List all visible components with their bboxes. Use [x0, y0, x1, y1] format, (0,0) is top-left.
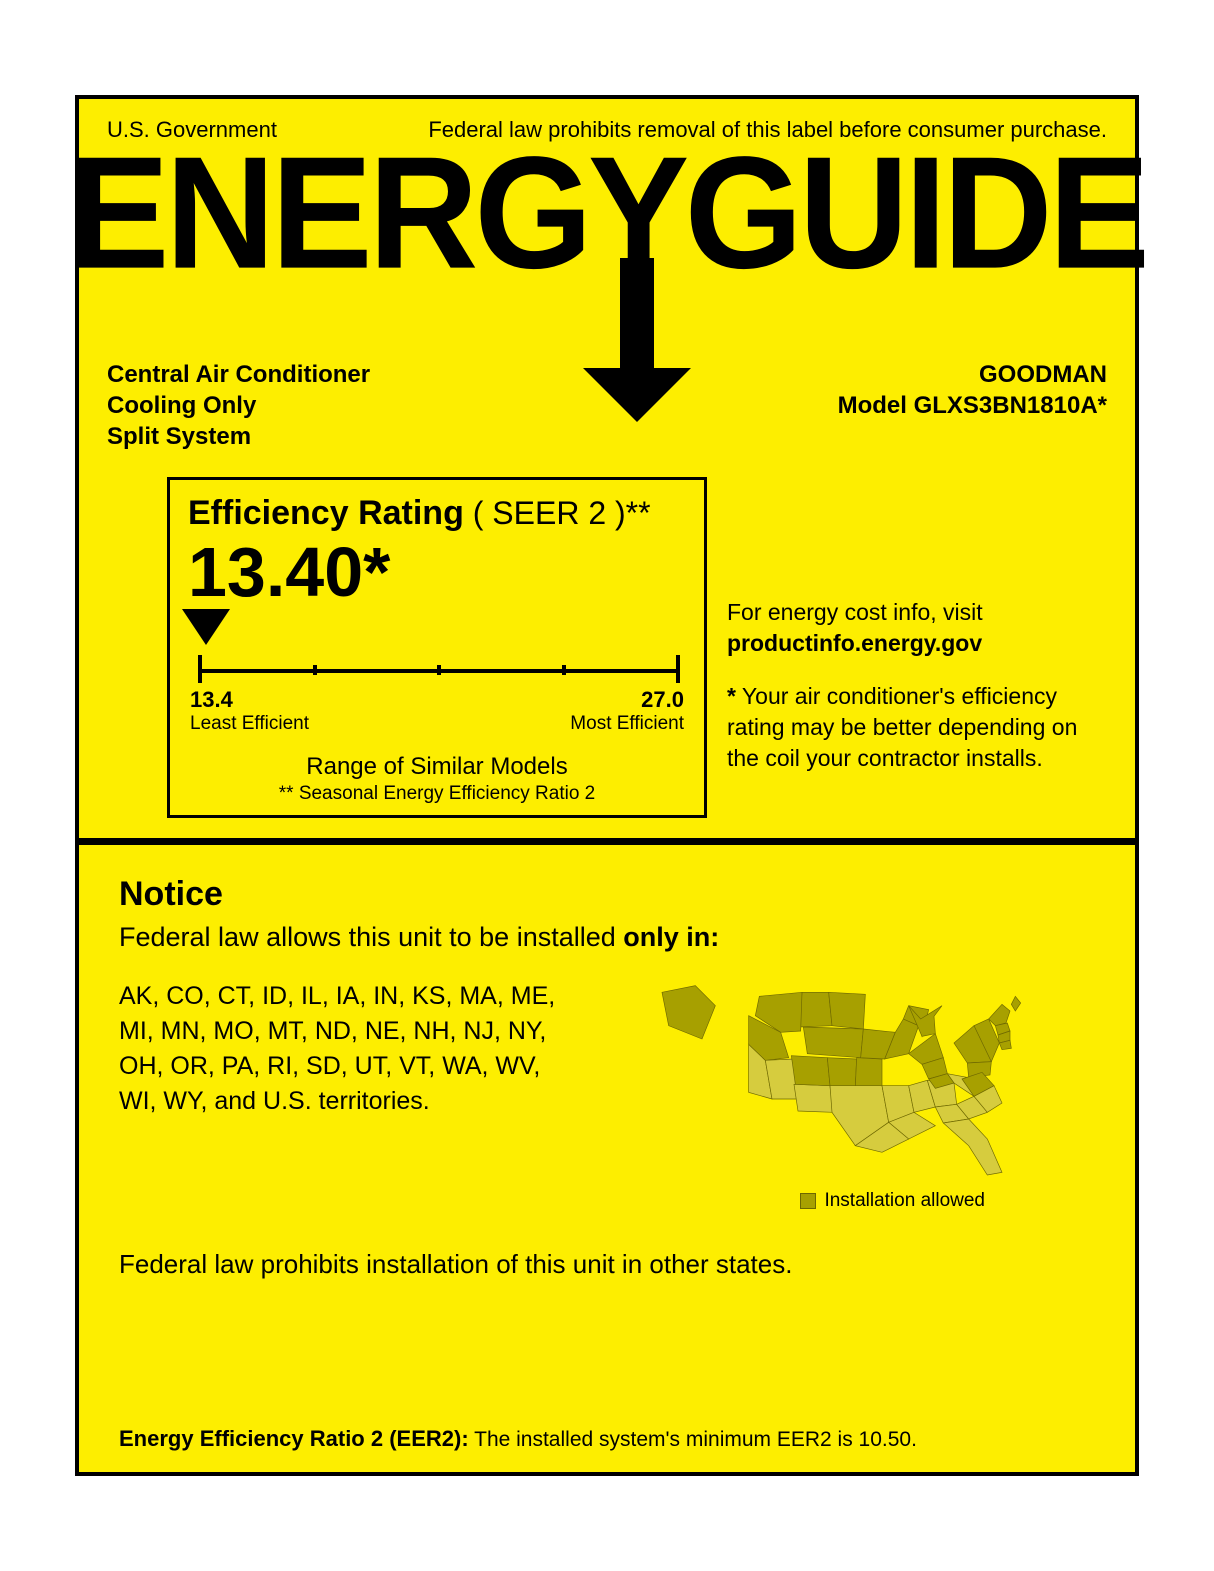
notice-heading: Notice [119, 875, 1095, 914]
scale-max-label: Most Efficient [570, 713, 684, 735]
scale-min: 13.4 [190, 687, 233, 713]
scale-min-label: Least Efficient [190, 713, 309, 735]
rating-area: Efficiency Rating ( SEER 2 )** 13.40* 13… [107, 477, 1107, 818]
rating-box: Efficiency Rating ( SEER 2 )** 13.40* 13… [167, 477, 707, 818]
scale-labels: Least Efficient Most Efficient [188, 713, 686, 735]
logo-arrow-icon: Y [583, 149, 691, 422]
map-icon [589, 979, 1095, 1179]
states-list: AK, CO, CT, ID, IL, IA, IN, KS, MA, ME, … [119, 979, 559, 1119]
side-info: For energy cost info, visit productinfo.… [727, 477, 1107, 774]
scale-values: 13.4 27.0 [188, 687, 686, 713]
energy-guide-label: U.S. Government Federal law prohibits re… [75, 95, 1139, 1476]
range-subcaption: ** Seasonal Energy Efficiency Ratio 2 [188, 783, 686, 805]
logo-area: ENERG Y GUIDE [107, 149, 1107, 349]
range-caption: Range of Similar Models [188, 753, 686, 781]
lower-section: Notice Federal law allows this unit to b… [79, 845, 1135, 1472]
energyguide-logo: ENERG Y GUIDE [107, 149, 1107, 422]
section-divider [79, 838, 1135, 845]
logo-left: ENERG [68, 146, 589, 282]
page: U.S. Government Federal law prohibits re… [0, 0, 1214, 1571]
cost-info: For energy cost info, visit productinfo.… [727, 597, 1107, 659]
prohibit-line: Federal law prohibits installation of th… [119, 1249, 1095, 1280]
legend-label: Installation allowed [824, 1190, 985, 1212]
us-map: Installation allowed [589, 979, 1095, 1219]
map-legend: Installation allowed [589, 1190, 1095, 1212]
product-line3: Split System [107, 421, 370, 452]
scale-max: 27.0 [641, 687, 684, 713]
pointer-icon [182, 609, 230, 645]
rating-value: 13.40* [188, 537, 686, 607]
upper-section: U.S. Government Federal law prohibits re… [79, 99, 1135, 838]
logo-right: GUIDE [685, 146, 1146, 282]
notice-allows: Federal law allows this unit to be insta… [119, 922, 1095, 953]
legend-swatch-icon [800, 1193, 816, 1209]
asterisk-note: * Your air conditioner's efficiency rati… [727, 681, 1107, 774]
cost-link: productinfo.energy.gov [727, 630, 982, 656]
states-row: AK, CO, CT, ID, IL, IA, IN, KS, MA, ME, … [119, 979, 1095, 1219]
efficiency-scale [188, 655, 686, 685]
rating-title: Efficiency Rating ( SEER 2 )** [188, 494, 686, 533]
eer-line: Energy Efficiency Ratio 2 (EER2): The in… [119, 1396, 1095, 1452]
